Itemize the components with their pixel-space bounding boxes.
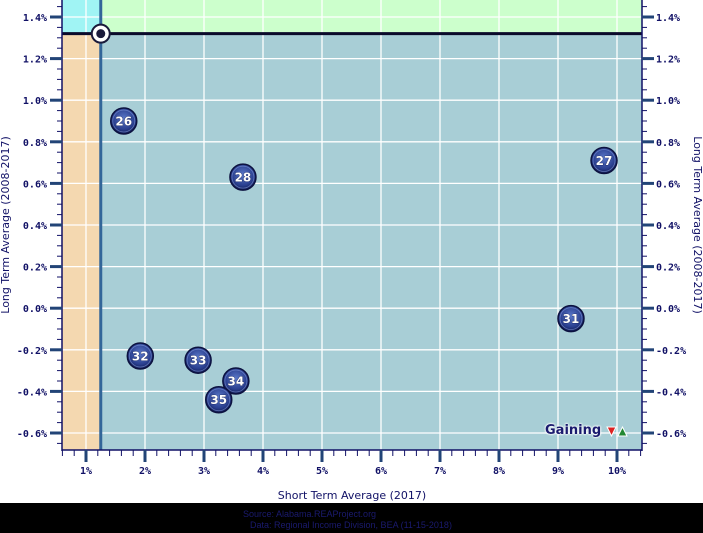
y-tick-label-right: -0.4%	[656, 387, 686, 398]
data-point-32[interactable]: 32	[126, 342, 155, 370]
data-point-27[interactable]: 27	[590, 146, 618, 175]
y-tick-label-right: 0.2%	[656, 263, 680, 274]
data-point-28[interactable]: 28	[229, 163, 257, 191]
up-arrow-icon	[617, 425, 628, 436]
x-tick-label: 10%	[608, 466, 626, 477]
legend-label: Gaining	[545, 423, 602, 438]
y-tick-label-right: 0.6%	[656, 179, 680, 190]
y-tick-label-left: 0.6%	[23, 179, 47, 190]
y-tick-label-right: 0.0%	[656, 304, 680, 315]
x-tick-label: 8%	[493, 466, 505, 477]
y-axis-title-right: Long Term Average (2008-2017)	[691, 136, 703, 313]
axes: 1.4% 1.4% 1.2% 1.2% 1.0% 1.0% 0.8% 0.8% 0.6% 0.6%…	[17, 0, 686, 477]
data-point-33[interactable]: 33	[184, 346, 212, 374]
y-tick-label-right: -0.2%	[656, 346, 686, 357]
y-tick-label-left: 0.2%	[23, 263, 47, 274]
y-tick-label-left: -0.6%	[17, 429, 47, 440]
y-tick-label-left: 1.0%	[23, 96, 47, 107]
data-point-label: 33	[190, 354, 207, 368]
reference-lines	[62, 0, 642, 450]
y-tick-label-right: 1.4%	[656, 13, 680, 24]
data-point-label: 31	[563, 312, 580, 326]
y-tick-label-right: 0.4%	[656, 221, 680, 232]
y-tick-label-left: 1.4%	[23, 13, 47, 24]
data-point-label: 34	[228, 375, 245, 389]
data-point-label: 27	[596, 154, 613, 168]
y-axis-title-left: Long Term Average (2008-2017)	[0, 136, 12, 313]
x-tick-label: 6%	[375, 466, 387, 477]
down-arrow-icon	[606, 426, 617, 437]
x-tick-label: 7%	[434, 466, 446, 477]
quadrant-bottom-right	[100, 33, 642, 450]
x-tick-label: 2%	[139, 466, 151, 477]
x-tick-label: 4%	[257, 466, 269, 477]
x-tick-label: 3%	[198, 466, 210, 477]
y-tick-label-right: -0.6%	[656, 429, 686, 440]
footer: Source: Alabama.REAProject.org Data: Reg…	[0, 503, 703, 533]
x-tick-label: 5%	[316, 466, 328, 477]
data-point-label: 35	[210, 393, 227, 407]
source-text: Source: Alabama.REAProject.org	[243, 509, 377, 519]
data-point-label: 32	[132, 350, 149, 364]
y-tick-label-left: -0.4%	[17, 387, 47, 398]
data-point-26[interactable]: 26	[110, 107, 138, 135]
data-point-34[interactable]: 34	[222, 367, 250, 395]
legend: Gaining	[545, 423, 629, 438]
y-tick-label-left: -0.2%	[17, 346, 47, 357]
y-tick-label-left: 0.4%	[23, 221, 47, 232]
quadrant-bottom-left	[62, 33, 101, 450]
data-point-label: 28	[235, 171, 252, 185]
data-point-35[interactable]: 35	[205, 385, 233, 414]
legend-arrows	[606, 425, 628, 437]
y-tick-label-right: 0.8%	[656, 138, 680, 149]
y-tick-label-left: 1.2%	[23, 55, 47, 66]
y-tick-label-right: 1.0%	[656, 96, 680, 107]
quadrant-backgrounds	[62, 0, 642, 450]
x-tick-label: 9%	[552, 466, 564, 477]
data-point-label: 26	[115, 115, 132, 129]
x-tick-label: 1%	[80, 466, 92, 477]
data-credit-text: Data: Regional Income Division, BEA (11-…	[250, 520, 452, 530]
y-tick-label-right: 1.2%	[656, 55, 680, 66]
data-point-31[interactable]: 31	[557, 304, 585, 333]
x-axis-title: Short Term Average (2017)	[278, 489, 426, 502]
grid-lines	[62, 0, 642, 450]
y-tick-label-left: 0.8%	[23, 138, 47, 149]
y-tick-label-left: 0.0%	[23, 304, 47, 315]
